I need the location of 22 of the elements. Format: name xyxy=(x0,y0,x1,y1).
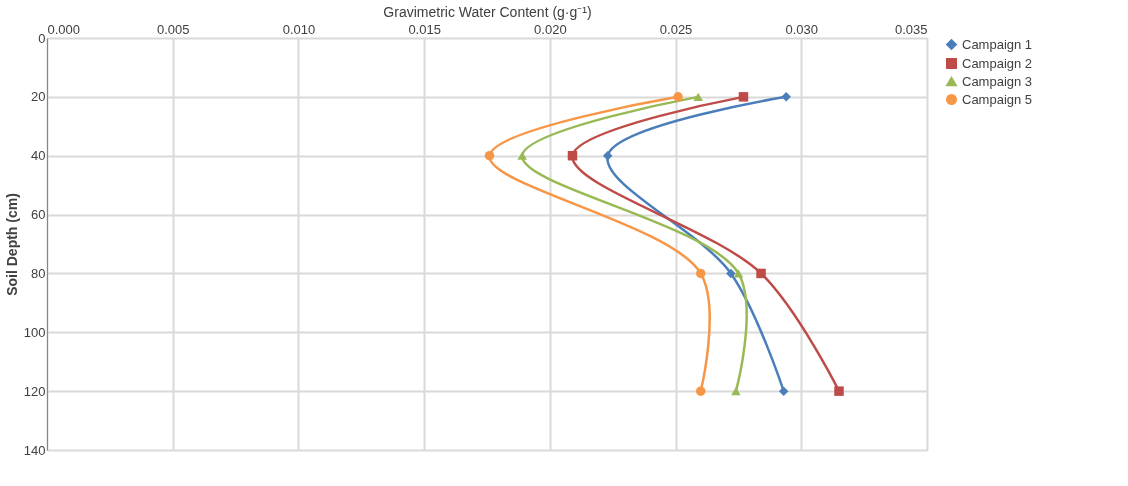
y-tick-label: 120 xyxy=(23,383,46,399)
y-tick-label: 80 xyxy=(31,265,46,281)
y-tick-label: 0 xyxy=(38,30,46,46)
x-tick-label: 0.030 xyxy=(785,21,819,37)
x-tick-label: 0.020 xyxy=(534,21,567,37)
y-tick-label: 40 xyxy=(31,148,46,164)
y-tick-label: 60 xyxy=(31,207,46,223)
legend-label: Campaign 2 xyxy=(962,55,1033,71)
x-tick-label: 0.025 xyxy=(659,21,693,37)
y-tick-label: 20 xyxy=(31,89,46,105)
legend-label: Campaign 5 xyxy=(962,91,1033,107)
legend-label: Campaign 1 xyxy=(962,36,1033,52)
y-tick-label: 100 xyxy=(23,324,46,340)
x-tick-label: 0.015 xyxy=(408,21,441,37)
legend-label: Campaign 3 xyxy=(962,73,1033,89)
x-tick-label: 0.010 xyxy=(282,21,316,37)
x-tick-label: 0.005 xyxy=(156,21,190,37)
x-tick-label: 0.035 xyxy=(894,21,928,37)
x-axis-title: Gravimetric Water Content (g·g⁻¹) xyxy=(383,3,592,20)
y-axis-title: Soil Depth (cm) xyxy=(3,193,20,296)
x-tick-label: 0.000 xyxy=(47,21,81,37)
y-tick-label: 140 xyxy=(23,442,46,458)
